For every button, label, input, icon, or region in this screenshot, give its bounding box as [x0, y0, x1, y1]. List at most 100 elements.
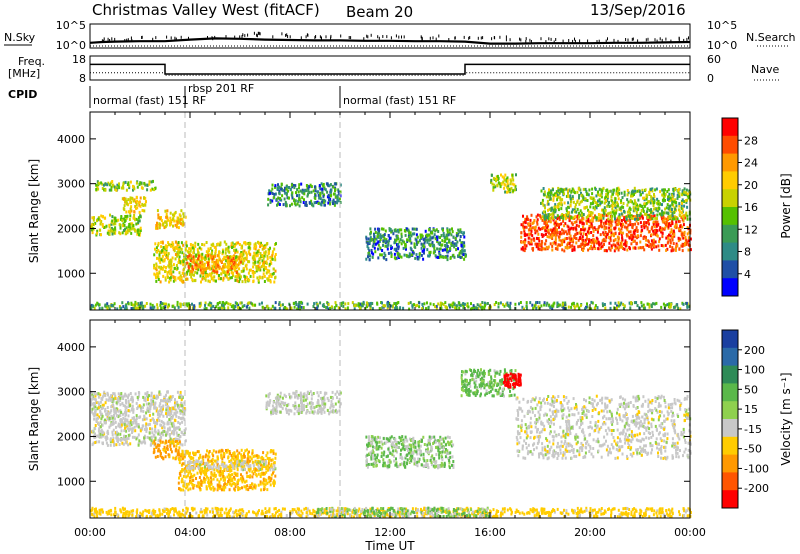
- heatmap-cell: [652, 223, 655, 227]
- heatmap-cell: [593, 207, 596, 211]
- heatmap-cell: [145, 411, 148, 415]
- heatmap-cell: [569, 204, 572, 208]
- heatmap-cell: [640, 230, 643, 234]
- heatmap-cell: [644, 188, 647, 192]
- heatmap-cell: [394, 238, 396, 242]
- heatmap-cell: [244, 256, 247, 260]
- heatmap-cell: [176, 247, 179, 250]
- heatmap-cell: [582, 216, 585, 220]
- heatmap-cell: [550, 235, 553, 239]
- heatmap-cell: [110, 409, 113, 413]
- heatmap-cell: [541, 227, 544, 231]
- heatmap-cell: [578, 224, 580, 228]
- heatmap-cell: [626, 218, 629, 222]
- heatmap-cell: [636, 230, 639, 233]
- nsky-spike: [315, 35, 317, 38]
- heatmap-cell: [194, 263, 197, 267]
- heatmap-cell: [601, 208, 603, 212]
- heatmap-cell: [119, 414, 122, 417]
- heatmap-cell: [666, 203, 669, 207]
- nsky-spike: [530, 40, 532, 43]
- heatmap-cell: [423, 245, 426, 249]
- heatmap-cell: [642, 237, 645, 240]
- heatmap-cell: [91, 410, 93, 414]
- heatmap-cell: [205, 250, 208, 254]
- heatmap-cell: [129, 180, 132, 184]
- heatmap-cell: [681, 242, 684, 246]
- heatmap-cell: [172, 216, 175, 220]
- heatmap-cell: [596, 306, 599, 310]
- heatmap-cell: [298, 183, 301, 187]
- heatmap-cell: [172, 213, 175, 217]
- heatmap-cell: [453, 242, 456, 246]
- heatmap-cell: [558, 243, 561, 247]
- heatmap-cell: [306, 186, 309, 189]
- heatmap-cell: [263, 246, 266, 250]
- heatmap-cell: [124, 180, 127, 184]
- heatmap-cell: [218, 274, 220, 277]
- heatmap-cell: [408, 238, 411, 242]
- heatmap-cell: [646, 207, 649, 211]
- heatmap-cell: [93, 414, 96, 418]
- heatmap-cell: [651, 217, 654, 221]
- heatmap-cell: [101, 223, 104, 226]
- heatmap-cell: [133, 425, 136, 429]
- heatmap-cell: [535, 306, 538, 310]
- heatmap-cell: [127, 401, 130, 405]
- heatmap-cell: [527, 241, 530, 245]
- heatmap-cell: [305, 200, 308, 204]
- heatmap-cell: [129, 196, 132, 200]
- heatmap-cell: [123, 307, 126, 311]
- heatmap-cell: [227, 268, 230, 272]
- heatmap-cell: [639, 246, 642, 250]
- heatmap-cell: [228, 267, 231, 271]
- heatmap-cell: [556, 214, 559, 218]
- heatmap-cell: [645, 201, 648, 205]
- heatmap-cell: [651, 189, 654, 193]
- heatmap-cell: [666, 235, 669, 238]
- heatmap-cell: [597, 204, 600, 207]
- heatmap-cell: [152, 179, 154, 183]
- heatmap-cell: [406, 238, 409, 242]
- heatmap-cell: [607, 222, 610, 226]
- heatmap-cell: [599, 246, 602, 250]
- nsky-spike: [574, 39, 576, 43]
- heatmap-cell: [177, 276, 180, 280]
- power-ylabel: Slant Range [km]: [27, 159, 41, 263]
- heatmap-cell: [222, 276, 225, 280]
- nsky-spike: [605, 39, 607, 43]
- heatmap-cell: [572, 301, 575, 305]
- heatmap-cell: [547, 195, 550, 198]
- heatmap-cell: [620, 240, 623, 244]
- heatmap-cell: [177, 242, 180, 246]
- heatmap-cell: [137, 405, 139, 409]
- heatmap-cell: [643, 196, 646, 200]
- heatmap-cell: [231, 246, 233, 249]
- heatmap-cell: [667, 195, 670, 199]
- heatmap-cell: [205, 275, 207, 279]
- heatmap-cell: [481, 307, 483, 311]
- heatmap-cell: [576, 231, 579, 235]
- heatmap-cell: [288, 196, 290, 200]
- heatmap-cell: [182, 272, 185, 276]
- heatmap-cell: [678, 229, 681, 233]
- heatmap-cell: [560, 215, 562, 219]
- heatmap-cell: [507, 186, 510, 190]
- heatmap-cell: [567, 194, 570, 198]
- heatmap-cell: [451, 227, 453, 231]
- heatmap-cell: [407, 301, 410, 305]
- heatmap-cell: [656, 234, 659, 238]
- heatmap-cell: [671, 235, 674, 239]
- nsky-spike: [170, 36, 172, 40]
- heatmap-cell: [186, 270, 189, 274]
- heatmap-cell: [194, 266, 197, 270]
- heatmap-cell: [636, 214, 639, 217]
- heatmap-cell: [648, 302, 651, 306]
- heatmap-cell: [234, 259, 237, 262]
- heatmap-cell: [184, 262, 187, 265]
- heatmap-cell: [524, 217, 527, 221]
- heatmap-cell: [411, 227, 414, 231]
- heatmap-cell: [669, 196, 672, 200]
- heatmap-cell: [638, 190, 641, 194]
- nsky-spike: [656, 39, 658, 43]
